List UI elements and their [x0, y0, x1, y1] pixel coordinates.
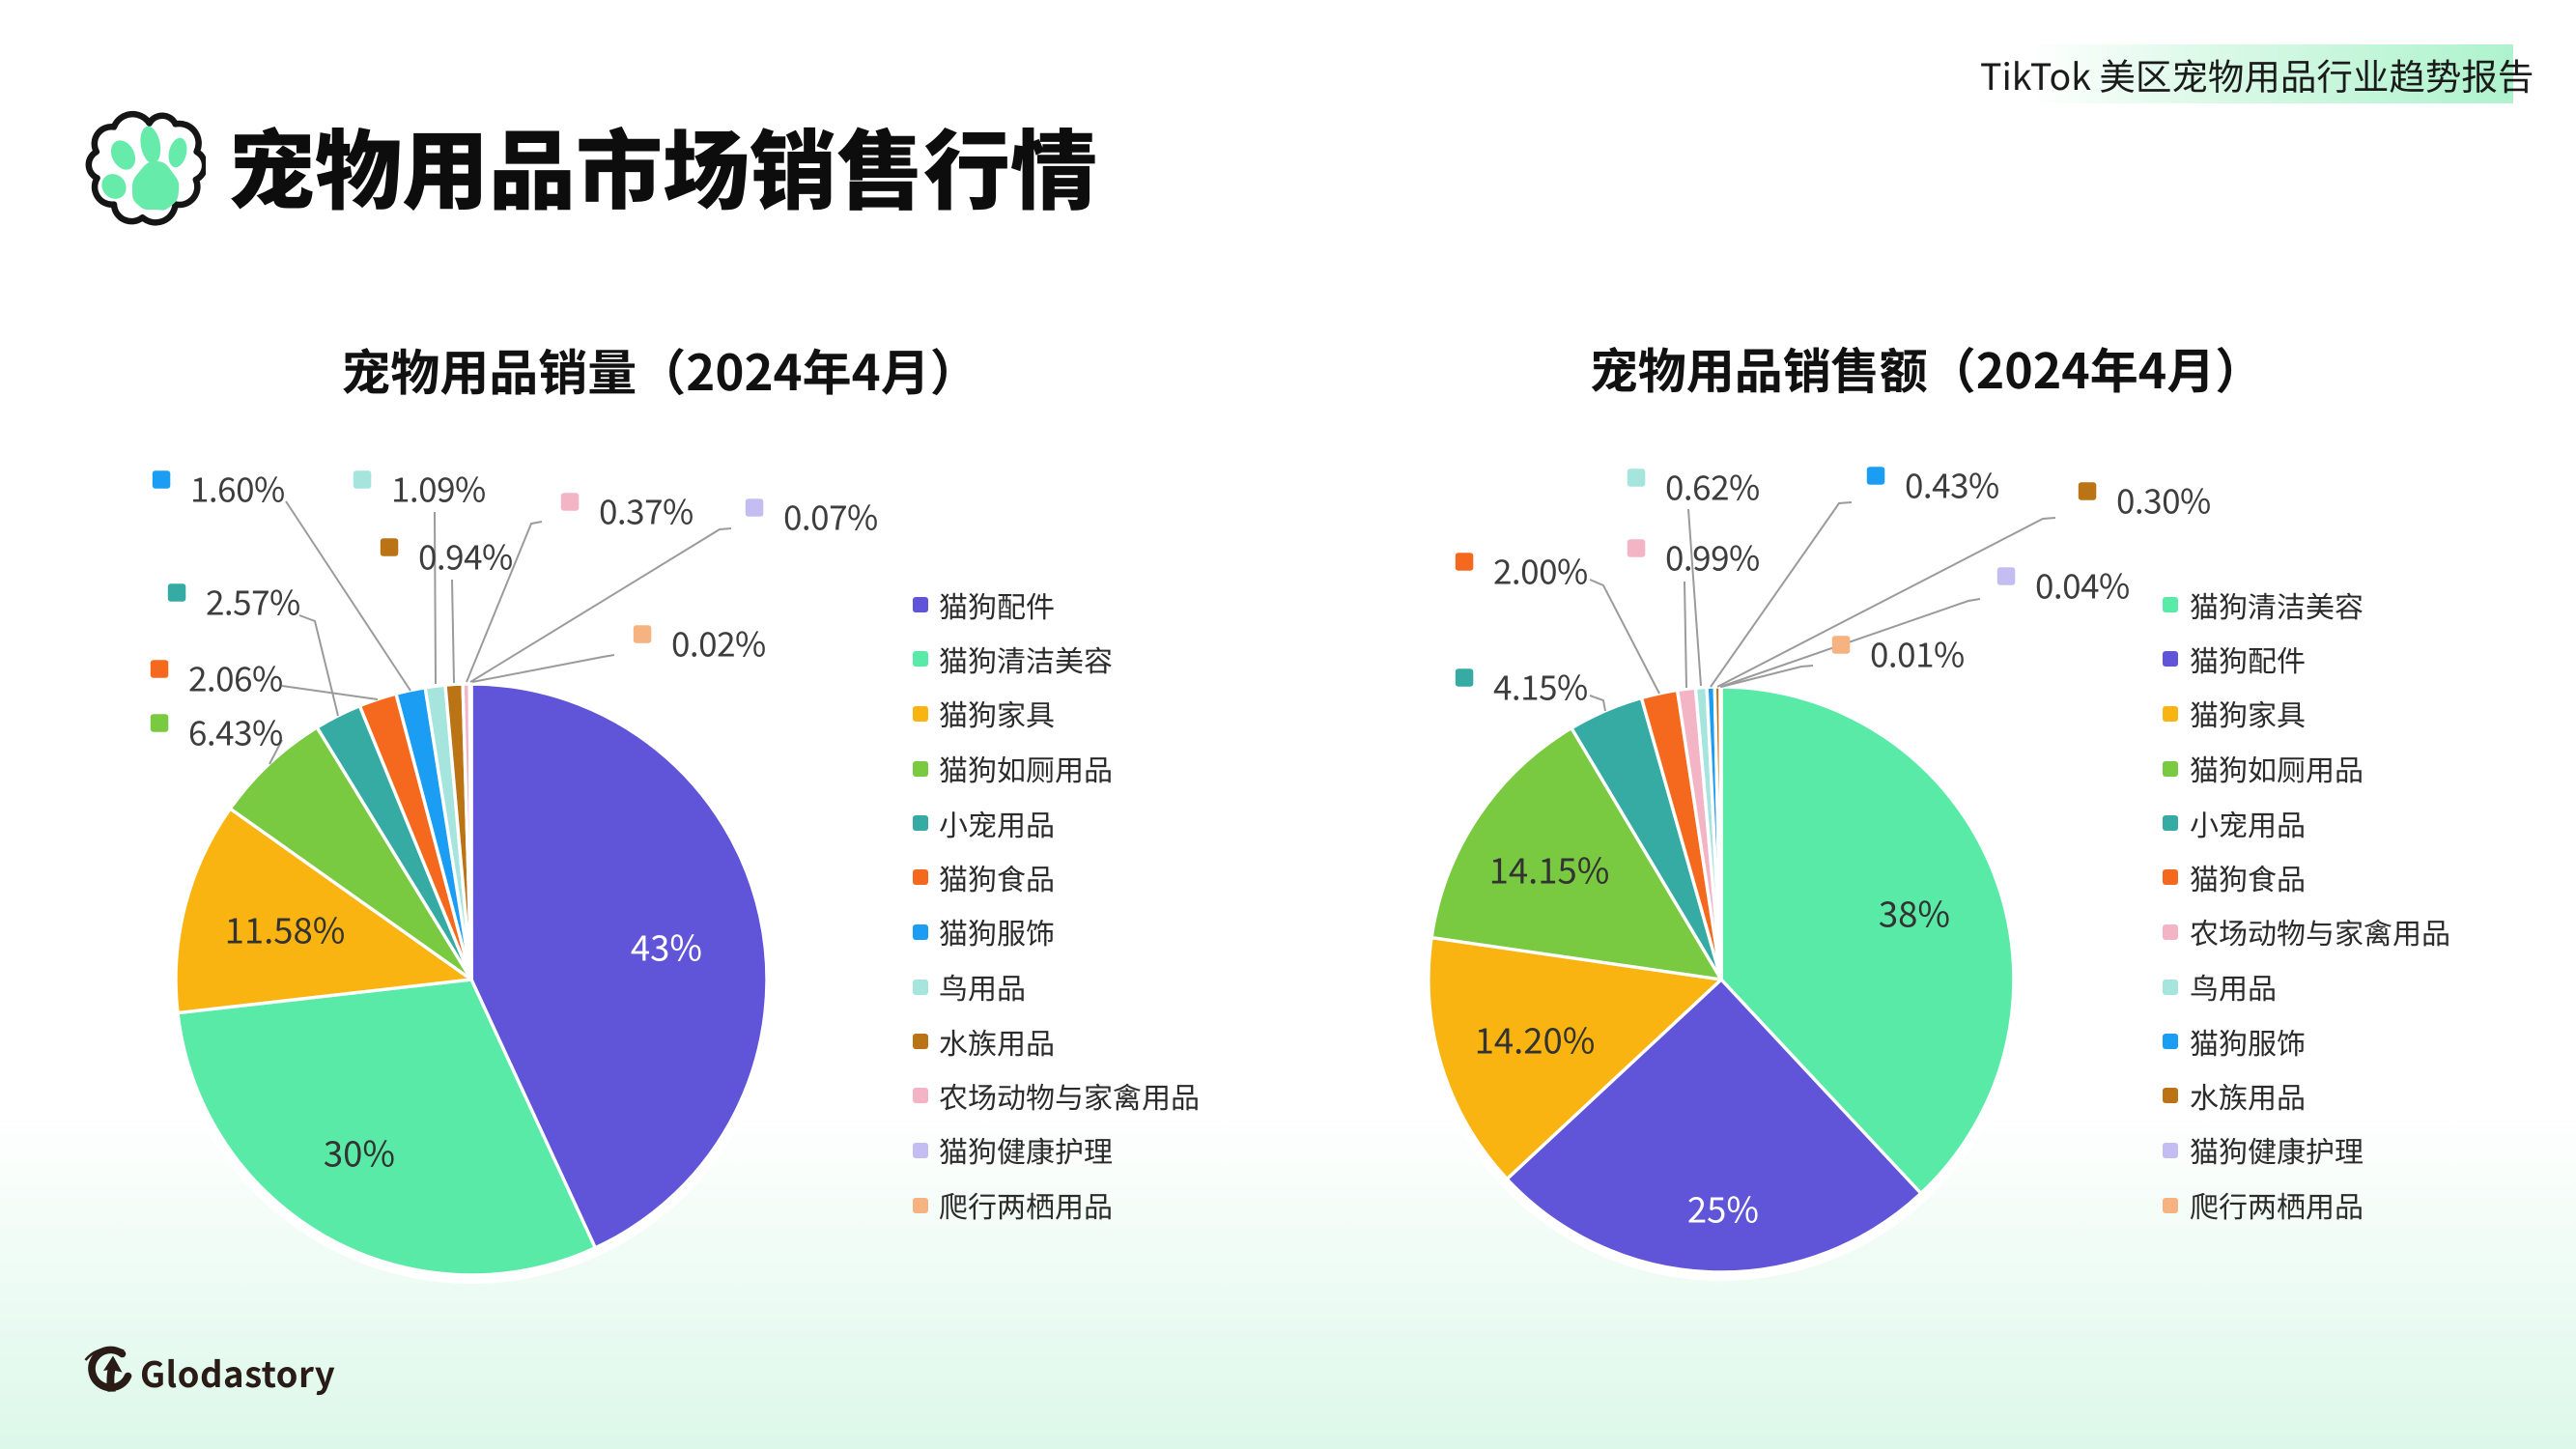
svg-text:1.09%: 1.09% [391, 464, 486, 513]
svg-text:14.15%: 14.15% [1489, 843, 1610, 895]
svg-text:1.60%: 1.60% [190, 464, 285, 513]
svg-text:11.58%: 11.58% [225, 903, 346, 954]
svg-text:0.30%: 0.30% [2116, 475, 2211, 525]
svg-text:14.20%: 14.20% [1475, 1013, 1596, 1065]
svg-text:2.06%: 2.06% [188, 653, 283, 702]
svg-text:0.07%: 0.07% [783, 492, 878, 541]
svg-text:30%: 30% [324, 1126, 395, 1178]
svg-text:43%: 43% [631, 921, 702, 972]
svg-text:0.01%: 0.01% [1870, 629, 1965, 678]
svg-text:25%: 25% [1687, 1182, 1759, 1234]
svg-text:2.57%: 2.57% [206, 577, 300, 626]
svg-text:0.99%: 0.99% [1665, 532, 1760, 582]
svg-text:0.43%: 0.43% [1905, 460, 1999, 509]
svg-text:2.00%: 2.00% [1493, 546, 1588, 595]
svg-text:38%: 38% [1879, 887, 1950, 938]
svg-text:0.02%: 0.02% [671, 618, 766, 668]
svg-text:0.04%: 0.04% [2035, 560, 2130, 610]
svg-text:0.94%: 0.94% [418, 531, 513, 581]
svg-text:6.43%: 6.43% [188, 707, 283, 756]
svg-text:0.37%: 0.37% [599, 486, 694, 535]
svg-text:0.62%: 0.62% [1665, 462, 1760, 511]
svg-text:4.15%: 4.15% [1493, 662, 1588, 711]
